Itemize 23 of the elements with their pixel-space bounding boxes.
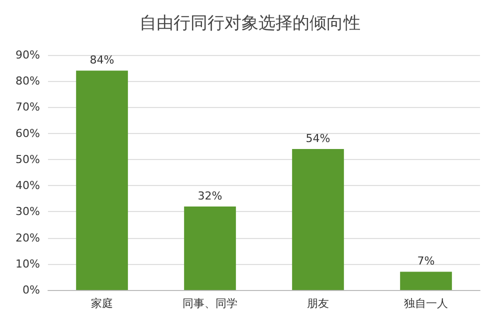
y-tick-label: 40% — [16, 179, 40, 192]
y-tick-label: 20% — [16, 231, 40, 244]
y-tick-label: 0% — [22, 284, 40, 296]
x-tick-label: 朋友 — [307, 297, 329, 310]
bar — [292, 149, 344, 290]
x-tick-label: 同事、同学 — [182, 297, 238, 310]
bar — [76, 70, 128, 290]
y-tick-label: 70% — [16, 100, 40, 114]
data-label: 7% — [417, 254, 435, 268]
y-tick-label: 50% — [16, 152, 40, 166]
data-label: 84% — [90, 54, 114, 67]
bar — [400, 272, 452, 290]
y-tick-label: 30% — [16, 205, 40, 218]
chart-title: 自由行同行对象选择的倾向性 — [140, 14, 360, 34]
data-label: 54% — [306, 132, 330, 145]
x-tick-label: 独自一人 — [404, 297, 448, 310]
y-tick-label: 10% — [16, 257, 40, 270]
y-tick-label: 80% — [16, 74, 40, 88]
x-tick-label: 家庭 — [91, 297, 113, 310]
y-tick-label: 90% — [16, 48, 40, 62]
y-tick-label: 60% — [16, 126, 40, 140]
data-label: 32% — [198, 189, 222, 202]
bar — [184, 206, 236, 290]
